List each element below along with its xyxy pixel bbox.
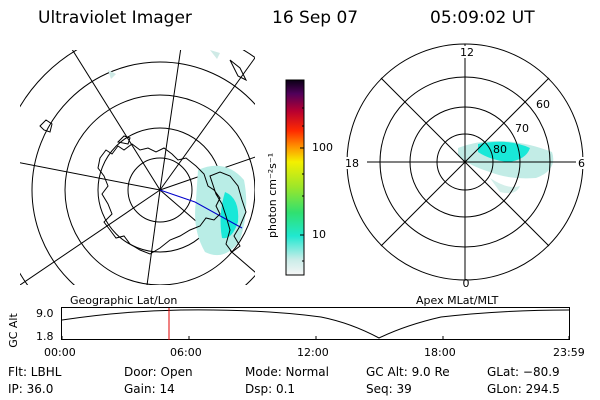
lat-label-70: 70 xyxy=(515,122,529,135)
geographic-panel-label: Geographic Lat/Lon xyxy=(70,294,178,307)
glat-info: GLat: −80.9 xyxy=(487,365,560,379)
time-tick-1800: 18:00 xyxy=(424,346,456,359)
mlt-label-6: 6 xyxy=(578,157,585,170)
aurora-region-polar xyxy=(458,140,554,194)
mlt-label-0: 0 xyxy=(463,277,470,290)
time-tick-0600: 06:00 xyxy=(170,346,202,359)
colorbar-unit-label: photon cm⁻²s⁻¹ xyxy=(266,153,279,238)
altitude-tick-low: 1.8 xyxy=(36,330,54,343)
gain-info: Gain: 14 xyxy=(124,382,175,396)
gc-alt-info: GC Alt: 9.0 Re xyxy=(366,365,450,379)
altitude-curve xyxy=(61,309,570,339)
glon-info: GLon: 294.5 xyxy=(487,382,560,396)
time-tick-1200: 12:00 xyxy=(297,346,329,359)
track-line xyxy=(159,189,243,229)
colorbar-tick-10: 10 xyxy=(312,228,326,241)
mlt-label-12: 12 xyxy=(460,46,474,59)
aurora-region-map xyxy=(108,50,247,256)
altitude-track-plot xyxy=(61,307,570,340)
colorbar-gradient xyxy=(285,79,305,276)
seq-info: Seq: 39 xyxy=(366,382,412,396)
date-label: 16 Sep 07 xyxy=(272,8,359,28)
ip-info: IP: 36.0 xyxy=(8,382,54,396)
lat-label-80: 80 xyxy=(493,143,507,156)
geographic-map xyxy=(20,50,255,285)
altitude-axis-label: GC Alt xyxy=(6,313,20,348)
time-tick-2359: 23:59 xyxy=(553,346,585,359)
dsp-info: Dsp: 0.1 xyxy=(245,382,296,396)
polar-plot: 12 18 6 0 60 70 80 xyxy=(345,43,586,290)
door-info: Door: Open xyxy=(124,365,193,379)
colorbar: 100 10 photon cm⁻²s⁻¹ xyxy=(266,79,333,276)
lat-label-60: 60 xyxy=(536,98,550,111)
time-tick-0000: 00:00 xyxy=(44,346,76,359)
apex-panel-label: Apex MLat/MLT xyxy=(416,294,499,307)
filter-info: Flt: LBHL xyxy=(8,365,62,379)
instrument-title: Ultraviolet Imager xyxy=(38,8,192,28)
colorbar-tick-100: 100 xyxy=(312,141,333,154)
coastline xyxy=(39,59,248,255)
mode-info: Mode: Normal xyxy=(245,365,329,379)
altitude-tick-high: 9.0 xyxy=(36,307,54,320)
mlt-label-18: 18 xyxy=(345,157,359,170)
time-label: 05:09:02 UT xyxy=(430,8,535,28)
